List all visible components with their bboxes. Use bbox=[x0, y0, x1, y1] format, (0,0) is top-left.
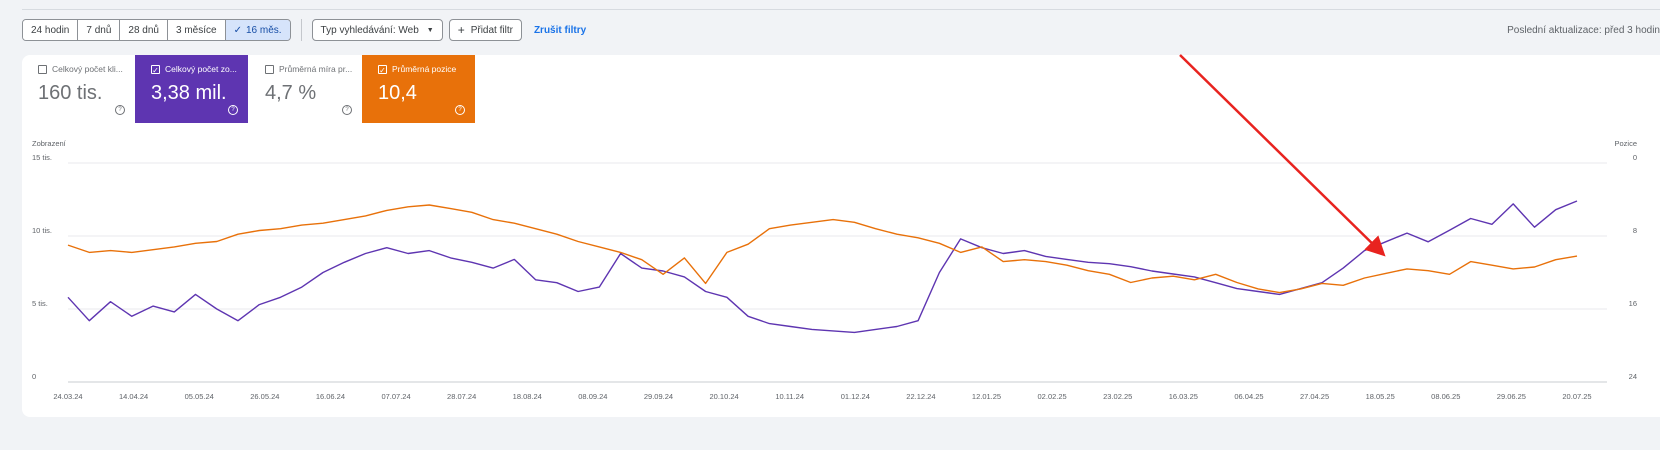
metric-impressions[interactable]: ✓ Celkový počet zo... 3,38 mil. ? bbox=[135, 55, 248, 123]
left-tick-label: 15 tis. bbox=[32, 153, 52, 162]
range-28d-button[interactable]: 28 dnů bbox=[120, 20, 168, 40]
x-tick-label: 27.04.25 bbox=[1300, 392, 1329, 401]
x-tick-label: 29.06.25 bbox=[1497, 392, 1526, 401]
x-tick-label: 20.10.24 bbox=[709, 392, 738, 401]
left-tick-label: 5 tis. bbox=[32, 299, 48, 308]
help-icon[interactable]: ? bbox=[228, 105, 238, 115]
top-divider bbox=[22, 9, 1660, 10]
x-tick-label: 28.07.24 bbox=[447, 392, 476, 401]
x-tick-label: 07.07.24 bbox=[381, 392, 410, 401]
last-update-text: Poslední aktualizace: před 3 hodin bbox=[1507, 25, 1660, 36]
plus-icon: + bbox=[457, 23, 465, 37]
right-axis-title: Pozice bbox=[1614, 139, 1637, 148]
checked-checkbox-icon[interactable]: ✓ bbox=[378, 64, 387, 75]
right-tick-label: 8 bbox=[1633, 226, 1637, 235]
x-tick-label: 29.09.24 bbox=[644, 392, 673, 401]
x-tick-label: 10.11.24 bbox=[775, 392, 804, 401]
x-tick-label: 02.02.25 bbox=[1038, 392, 1067, 401]
right-tick-label: 0 bbox=[1633, 153, 1637, 162]
left-tick-label: 0 bbox=[32, 372, 36, 381]
right-tick-label: 24 bbox=[1629, 372, 1637, 381]
metric-position-value: 10,4 bbox=[378, 82, 417, 104]
position-series-line bbox=[67, 204, 1578, 294]
x-tick-label: 22.12.24 bbox=[906, 392, 935, 401]
add-filter-label: Přidat filtr bbox=[470, 24, 513, 36]
x-tick-label: 01.12.24 bbox=[841, 392, 870, 401]
x-tick-label: 05.05.24 bbox=[185, 392, 214, 401]
range-16m-button[interactable]: ✓ 16 měs. bbox=[225, 20, 290, 40]
metric-ctr-label: Průměrná míra pr... bbox=[279, 64, 353, 74]
x-tick-label: 26.05.24 bbox=[250, 392, 279, 401]
impressions-series-line bbox=[67, 200, 1578, 334]
check-icon: ✓ bbox=[233, 24, 242, 36]
add-filter-button[interactable]: + Přidat filtr bbox=[448, 19, 522, 41]
help-icon[interactable]: ? bbox=[455, 105, 465, 115]
x-tick-label: 16.03.25 bbox=[1169, 392, 1198, 401]
metric-clicks-label: Celkový počet kli... bbox=[52, 64, 123, 74]
performance-chart: 15 tis. 0 10 tis. 8 5 tis. 16 0 24 Zobrazení Pozi… bbox=[32, 139, 1637, 401]
x-tick-label: 14.04.24 bbox=[119, 392, 148, 401]
dropdown-caret-icon: ▼ bbox=[426, 26, 434, 34]
x-tick-label: 08.09.24 bbox=[578, 392, 607, 401]
help-icon[interactable]: ? bbox=[342, 105, 352, 115]
metric-position-label: Průměrná pozice bbox=[392, 64, 457, 74]
range-7d-button[interactable]: 7 dnů bbox=[78, 20, 121, 40]
range-24h-button[interactable]: 24 hodin bbox=[23, 20, 79, 40]
search-type-dropdown[interactable]: Typ vyhledávání: Web ▼ bbox=[311, 19, 443, 41]
x-tick-label: 18.05.25 bbox=[1366, 392, 1395, 401]
search-type-label: Typ vyhledávání: Web bbox=[320, 24, 419, 36]
performance-card: Celkový počet kli... 160 tis. ? ✓ Celkový… bbox=[22, 55, 1660, 417]
toolbar-separator bbox=[300, 19, 302, 41]
metric-impressions-label: Celkový počet zo... bbox=[165, 64, 237, 74]
range-3m-button[interactable]: 3 měsíce bbox=[168, 20, 226, 40]
x-tick-label: 12.01.25 bbox=[972, 392, 1001, 401]
metric-clicks[interactable]: Celkový počet kli... 160 tis. ? bbox=[22, 55, 135, 123]
left-axis-title: Zobrazení bbox=[32, 139, 67, 148]
checked-checkbox-icon[interactable]: ✓ bbox=[151, 64, 160, 75]
toolbar: 24 hodin 7 dnů 28 dnů 3 měsíce ✓ 16 měs.… bbox=[22, 19, 586, 41]
metric-impressions-value: 3,38 mil. bbox=[151, 82, 227, 104]
clear-filters-link[interactable]: Zrušit filtry bbox=[533, 24, 587, 36]
x-tick-label: 20.07.25 bbox=[1562, 392, 1591, 401]
metric-position[interactable]: ✓ Průměrná pozice 10,4 ? bbox=[362, 55, 475, 123]
x-tick-label: 23.02.25 bbox=[1103, 392, 1132, 401]
unchecked-checkbox-icon[interactable] bbox=[38, 64, 47, 74]
metric-ctr[interactable]: Průměrná míra pr... 4,7 % ? bbox=[249, 55, 362, 123]
x-tick-label: 08.06.25 bbox=[1431, 392, 1460, 401]
x-tick-label: 18.08.24 bbox=[513, 392, 542, 401]
left-tick-label: 10 tis. bbox=[32, 226, 52, 235]
x-tick-label: 24.03.24 bbox=[53, 392, 82, 401]
metric-ctr-value: 4,7 % bbox=[265, 82, 317, 104]
help-icon[interactable]: ? bbox=[115, 105, 125, 115]
right-tick-label: 16 bbox=[1629, 299, 1637, 308]
unchecked-checkbox-icon[interactable] bbox=[265, 64, 274, 74]
date-range-selector: 24 hodin 7 dnů 28 dnů 3 měsíce ✓ 16 měs. bbox=[22, 19, 291, 41]
x-tick-label: 16.06.24 bbox=[316, 392, 345, 401]
metric-clicks-value: 160 tis. bbox=[38, 82, 103, 104]
x-tick-label: 06.04.25 bbox=[1234, 392, 1263, 401]
range-16m-label: 16 měs. bbox=[245, 24, 282, 36]
